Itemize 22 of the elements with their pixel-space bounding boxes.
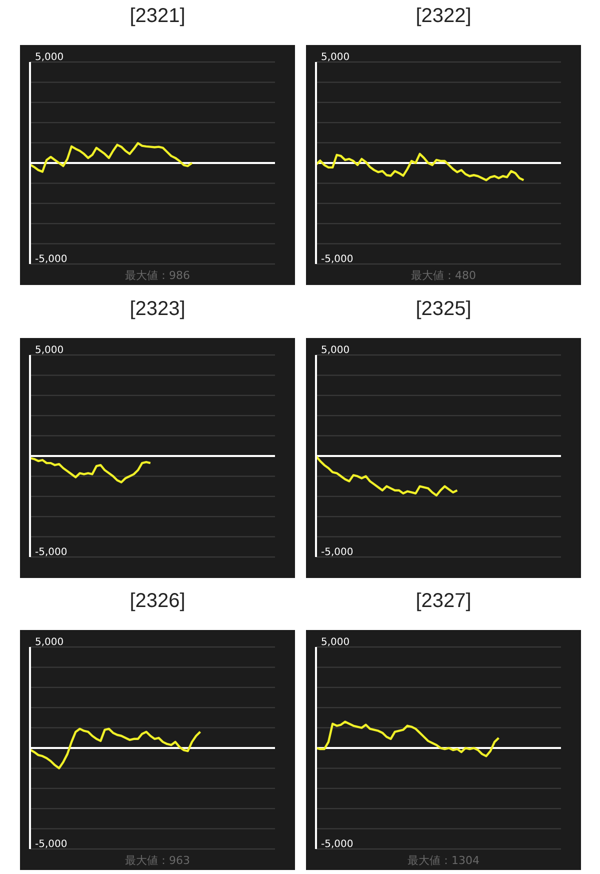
y-tick-label: -5,000 xyxy=(321,254,354,265)
y-tick-label: 5,000 xyxy=(35,344,64,356)
chart-title: [2327] xyxy=(414,590,472,613)
y-tick-label: -5,000 xyxy=(321,839,354,850)
text: 最大値：480 xyxy=(410,268,477,283)
chart-title: [2323] xyxy=(128,298,186,320)
y-tick-label: 5,000 xyxy=(35,637,64,648)
chart-title: [2322] xyxy=(414,5,472,28)
y-tick-label: -5,000 xyxy=(35,254,68,265)
y-tick-label: -5,000 xyxy=(321,546,354,558)
chart-title: [2321] xyxy=(128,5,186,28)
text: 最大値：1304 xyxy=(406,853,480,868)
text: 最大値：986 xyxy=(124,268,191,283)
y-tick-label: -5,000 xyxy=(35,839,68,850)
y-tick-label: 5,000 xyxy=(321,637,350,648)
y-tick-label: 5,000 xyxy=(321,344,350,356)
text: 最大値：963 xyxy=(124,853,191,868)
chart-title: [2326] xyxy=(128,590,186,613)
chart-title: [2325] xyxy=(414,298,472,320)
y-tick-label: 5,000 xyxy=(35,52,64,63)
y-tick-label: -5,000 xyxy=(35,546,68,558)
y-tick-label: 5,000 xyxy=(321,52,350,63)
